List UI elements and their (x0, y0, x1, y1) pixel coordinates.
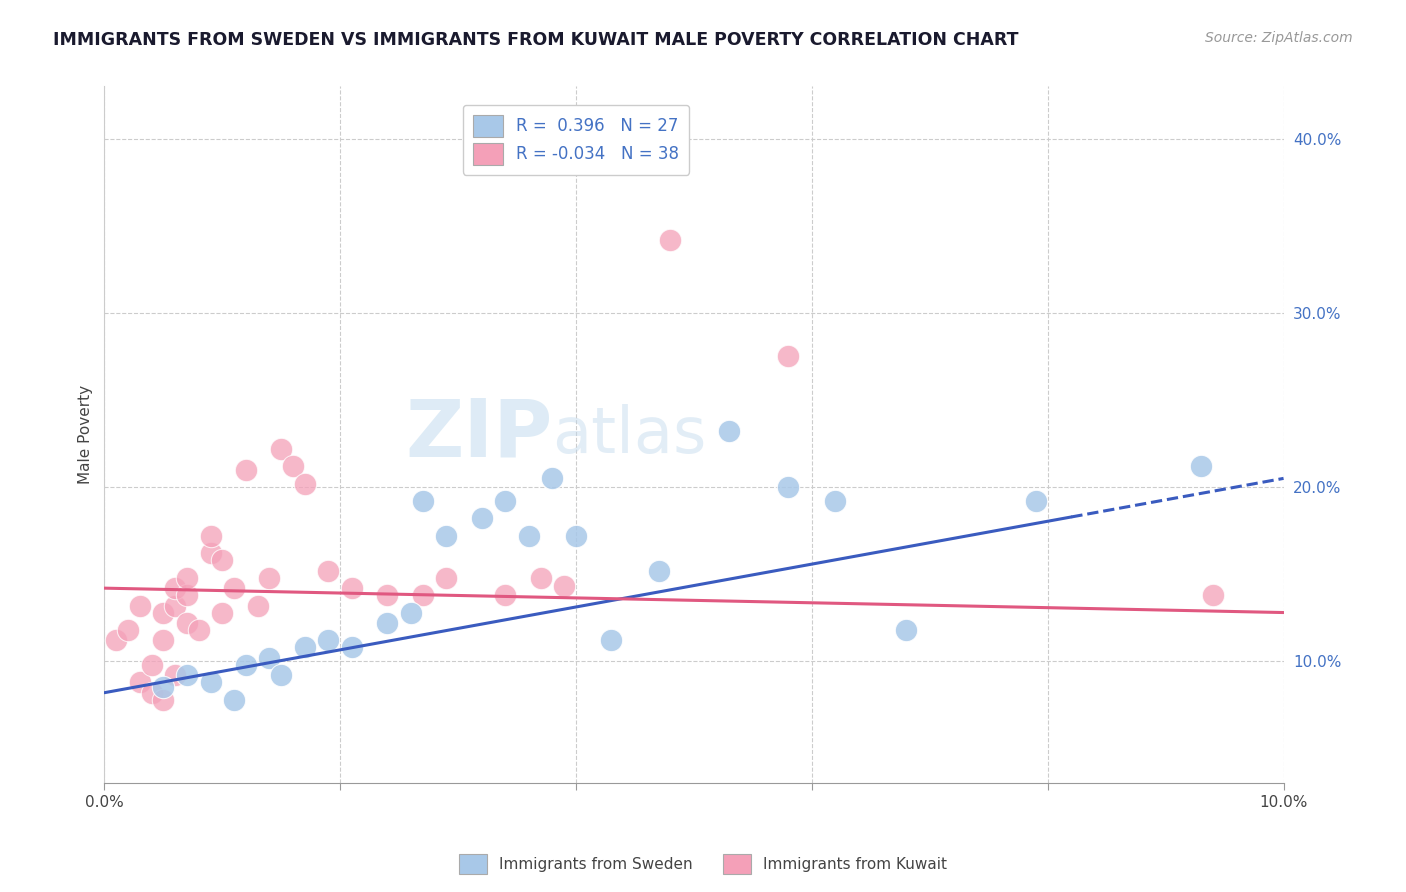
Point (896, 623, 918, 637)
Point (553, 579, 575, 593)
Point (270, 442, 292, 456)
Point (1189, 459, 1212, 474)
Point (412, 494, 434, 508)
Point (659, 233, 682, 247)
Point (270, 668, 292, 682)
Point (1202, 588, 1225, 602)
Point (340, 640, 363, 655)
Point (541, 471, 564, 485)
Point (259, 650, 281, 665)
Point (565, 529, 588, 543)
Point (141, 657, 163, 672)
Point (530, 571, 553, 585)
Point (211, 553, 233, 567)
Point (152, 606, 174, 620)
Point (377, 588, 399, 602)
Point (824, 494, 846, 508)
Point (259, 571, 281, 585)
Y-axis label: Male Poverty: Male Poverty (79, 385, 93, 484)
Point (494, 588, 516, 602)
Point (211, 606, 233, 620)
Point (152, 692, 174, 706)
Point (200, 529, 222, 543)
Point (165, 599, 187, 613)
Point (412, 588, 434, 602)
Point (235, 657, 257, 672)
Point (128, 599, 150, 613)
Point (600, 633, 623, 648)
Point (152, 681, 174, 695)
Point (1025, 494, 1047, 508)
Point (434, 529, 457, 543)
Point (778, 350, 800, 364)
Point (318, 564, 340, 578)
Point (778, 480, 800, 494)
Point (222, 581, 245, 595)
Point (222, 692, 245, 706)
Point (176, 615, 198, 630)
Text: Source: ZipAtlas.com: Source: ZipAtlas.com (1205, 31, 1353, 45)
Point (434, 571, 457, 585)
Point (187, 623, 209, 637)
Point (128, 675, 150, 690)
Legend: R =  0.396   N = 27, R = -0.034   N = 38: R = 0.396 N = 27, R = -0.034 N = 38 (463, 105, 689, 175)
Point (399, 606, 422, 620)
Point (176, 668, 198, 682)
Point (494, 494, 516, 508)
Point (105, 633, 128, 648)
Text: IMMIGRANTS FROM SWEDEN VS IMMIGRANTS FROM KUWAIT MALE POVERTY CORRELATION CHART: IMMIGRANTS FROM SWEDEN VS IMMIGRANTS FRO… (53, 31, 1019, 49)
Point (318, 633, 340, 648)
Point (235, 463, 257, 477)
Point (141, 686, 163, 700)
Text: ZIP: ZIP (405, 396, 553, 474)
Text: atlas: atlas (553, 404, 707, 466)
Point (117, 623, 139, 637)
Legend: Immigrants from Sweden, Immigrants from Kuwait: Immigrants from Sweden, Immigrants from … (453, 848, 953, 880)
Point (200, 675, 222, 690)
Point (294, 476, 316, 491)
Point (200, 546, 222, 560)
Point (517, 529, 540, 543)
Point (647, 564, 669, 578)
Point (294, 640, 316, 655)
Point (165, 581, 187, 595)
Point (718, 425, 741, 439)
Point (281, 459, 304, 474)
Point (471, 511, 494, 525)
Point (377, 615, 399, 630)
Point (176, 571, 198, 585)
Point (176, 588, 198, 602)
Point (340, 581, 363, 595)
Point (165, 668, 187, 682)
Point (152, 633, 174, 648)
Point (246, 599, 269, 613)
